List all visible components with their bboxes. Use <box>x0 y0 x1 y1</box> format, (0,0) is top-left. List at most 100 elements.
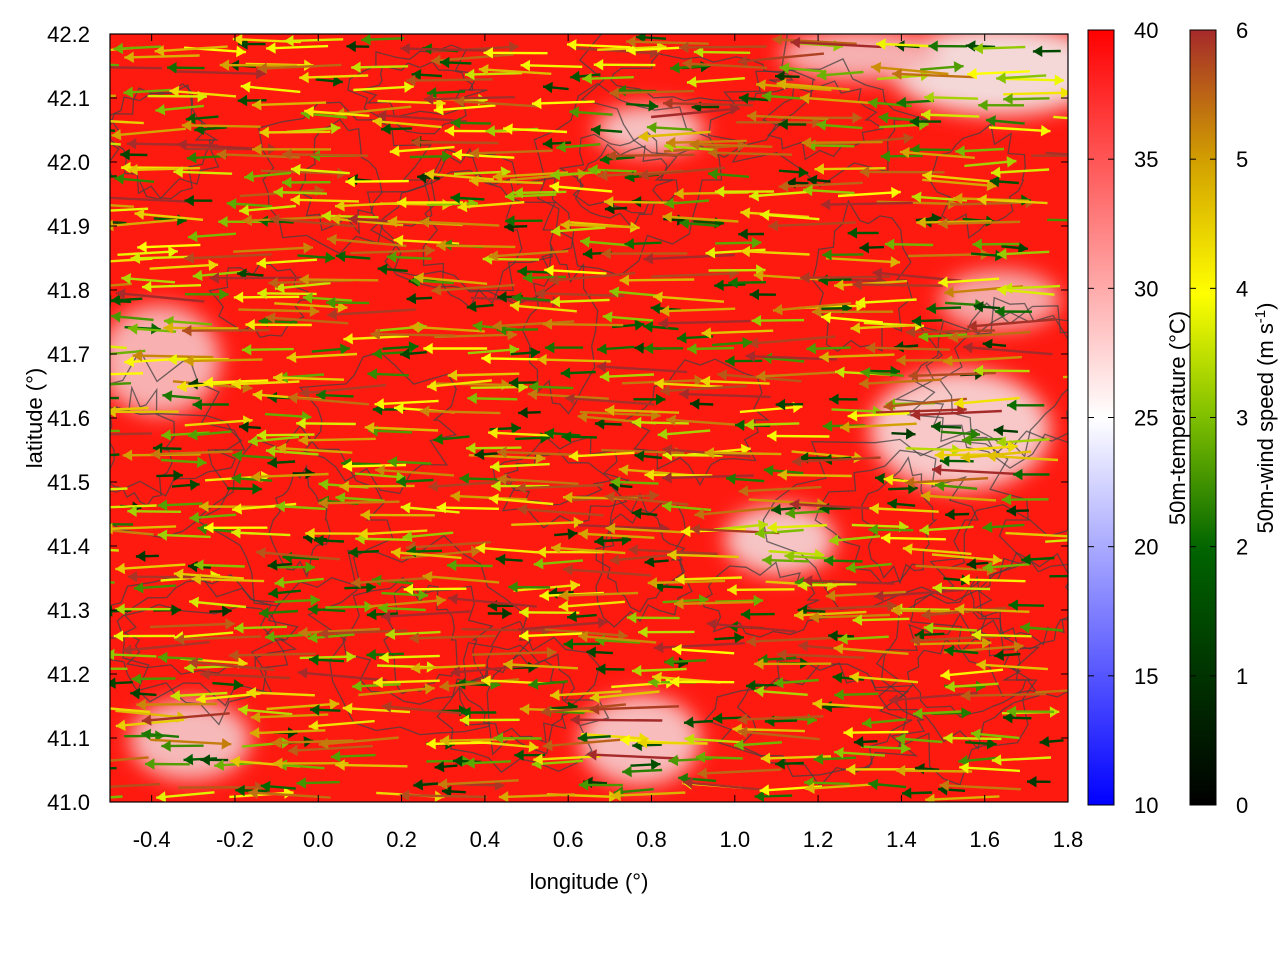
x-tick-label: 0.8 <box>636 827 667 852</box>
wind-vector-head <box>546 646 557 659</box>
wind-vector <box>876 42 938 48</box>
wind-vector-head <box>734 739 744 751</box>
wind-vector-head <box>859 377 869 390</box>
wind-vector <box>682 62 768 70</box>
wind-vector-head <box>533 557 544 570</box>
wind-vector-head <box>364 422 375 434</box>
wind-vector-head <box>110 648 115 661</box>
wind-vector-head <box>110 522 113 535</box>
wind-vector-head <box>672 643 682 656</box>
wind-vector-head <box>471 545 481 558</box>
wind-vector-head <box>847 410 858 422</box>
wind-vector <box>256 258 318 265</box>
contour-line <box>701 561 830 638</box>
wind-vector <box>400 549 481 560</box>
wind-vector <box>276 446 353 454</box>
wind-vector <box>837 190 901 198</box>
wind-vector <box>570 46 660 55</box>
wind-vector-head <box>676 332 687 344</box>
wind-vector <box>110 504 157 509</box>
wind-vector-head <box>802 575 813 587</box>
wind-vector <box>1053 115 1068 120</box>
wind-vector-head <box>801 137 812 149</box>
wind-vector-head <box>394 402 404 415</box>
wind-vector-head <box>535 452 546 464</box>
wind-vector <box>922 178 997 188</box>
wind-vector-head <box>232 34 243 46</box>
wind-vector <box>880 536 946 541</box>
wind-vector-head <box>1127 366 1137 377</box>
wind-vector <box>876 200 958 206</box>
wind-vector-head <box>316 389 326 401</box>
wind-vector <box>967 70 1030 76</box>
wind-vector <box>737 730 820 741</box>
wind-vector-head <box>503 658 513 671</box>
wind-vector <box>257 63 342 70</box>
wind-vector <box>767 524 827 529</box>
wind-vector-head <box>169 85 180 98</box>
contour-line <box>307 534 533 736</box>
wind-vector-head <box>266 42 276 54</box>
wind-vector <box>290 167 350 175</box>
wind-vector <box>659 307 736 313</box>
wind-vector <box>390 550 462 560</box>
wind-vector-head <box>542 739 553 752</box>
wind-vector-head <box>679 217 690 230</box>
x-tick-label: 1.4 <box>886 827 917 852</box>
wind-vector <box>342 706 411 714</box>
wind-vector-head <box>611 789 621 802</box>
wind-vector <box>191 577 265 583</box>
wind-vector <box>430 382 511 387</box>
wind-vector-head <box>155 104 166 116</box>
wind-vector-head <box>663 97 673 110</box>
wind-vector-head <box>297 667 308 679</box>
wind-vector-head <box>659 305 670 317</box>
wind-vector-head <box>664 197 675 209</box>
wind-vector-head <box>561 431 572 443</box>
wind-vector-head <box>439 734 450 747</box>
wind-vector-head <box>204 522 214 534</box>
wind-vector-head <box>597 617 608 629</box>
wind-vector-head <box>991 754 1002 766</box>
wind-vector-head <box>157 651 168 664</box>
wind-vector-head <box>899 146 910 159</box>
wind-vector-head <box>868 97 878 109</box>
wind-vector-head <box>891 186 901 199</box>
wind-vector-head <box>756 79 766 91</box>
wind-vector-head <box>1020 622 1030 634</box>
wind-vector-head <box>684 716 694 728</box>
wind-vector <box>110 207 149 212</box>
wind-vector-head <box>124 51 134 63</box>
wind-vector-head <box>408 341 419 353</box>
wind-vector <box>604 495 689 506</box>
wind-vector-head <box>556 141 566 153</box>
wind-vector <box>475 546 541 554</box>
wind-vector <box>1003 91 1068 96</box>
wind-vector-head <box>209 272 219 284</box>
wind-vector <box>581 732 649 741</box>
wind-vector-head <box>137 241 147 253</box>
wind-vector-head <box>717 369 728 381</box>
wind-vector-head <box>128 323 138 335</box>
wind-vector-head <box>678 657 688 669</box>
wind-vector-head <box>481 675 491 687</box>
wind-vector-head <box>167 62 177 74</box>
wind-vector-head <box>563 638 574 650</box>
wind-vector-head <box>869 502 879 515</box>
wind-vector-head <box>868 524 878 536</box>
wind-vector-head <box>562 491 573 504</box>
wind-vector-head <box>265 312 276 324</box>
wind-vector-head <box>777 469 787 481</box>
wind-vector-head <box>110 605 113 617</box>
wind-vector-head <box>744 418 754 431</box>
wind-vector <box>865 346 950 351</box>
wind-vector <box>748 498 827 506</box>
wind-vector-head <box>366 581 376 594</box>
wind-vector-head <box>346 651 356 663</box>
wind-vector <box>249 729 326 735</box>
wind-vector-head <box>230 755 241 768</box>
wind-vector <box>436 244 516 249</box>
wind-vector <box>852 617 910 622</box>
wind-vector <box>318 736 399 746</box>
wind-vector-head <box>402 530 413 543</box>
